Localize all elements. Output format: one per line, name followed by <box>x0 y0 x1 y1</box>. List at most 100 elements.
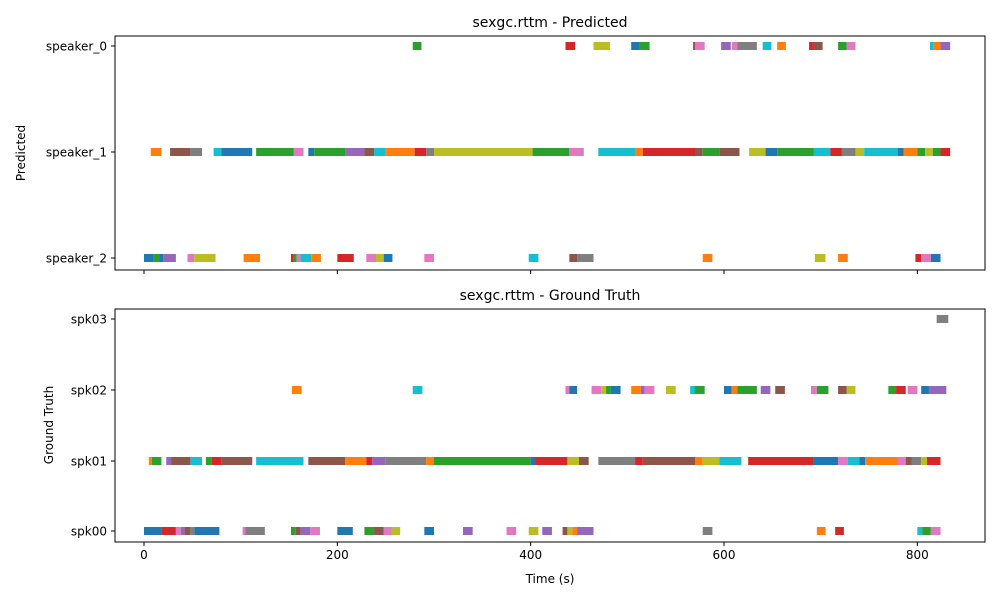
segment-speaker_2-67 <box>300 254 312 262</box>
segment-spk02-17 <box>737 386 757 394</box>
segment-spk00-94 <box>816 527 826 535</box>
segment-spk01-54 <box>719 457 742 465</box>
predicted-segments <box>144 42 951 262</box>
segment-speaker_2-73 <box>424 254 434 262</box>
segment-spk01-47 <box>567 457 579 465</box>
segment-speaker_0-4 <box>639 42 650 50</box>
segment-spk02-5 <box>591 386 602 394</box>
segment-speaker_1-22 <box>213 148 222 156</box>
segment-speaker_1-28 <box>345 148 365 156</box>
segment-spk01-40 <box>366 457 373 465</box>
segment-spk00-98 <box>930 527 941 535</box>
x-axis-label: Time (s) <box>525 572 575 586</box>
segment-speaker_2-61 <box>187 254 195 262</box>
segment-speaker_0-17 <box>933 42 941 50</box>
segment-speaker_2-59 <box>159 254 164 262</box>
segment-spk00-82 <box>383 527 392 535</box>
segment-spk00-69 <box>180 527 185 535</box>
segment-speaker_2-72 <box>383 254 393 262</box>
segment-speaker_1-44 <box>765 148 778 156</box>
segment-spk01-44 <box>434 457 531 465</box>
segment-speaker_0-5 <box>693 42 695 50</box>
y-tick-label-spk00: spk00 <box>71 525 107 539</box>
segment-spk01-60 <box>865 457 898 465</box>
segment-spk02-15 <box>724 386 732 394</box>
segment-spk02-12 <box>666 386 676 394</box>
segment-speaker_1-45 <box>777 148 814 156</box>
segment-spk02-22 <box>838 386 847 394</box>
segment-speaker_1-29 <box>364 148 375 156</box>
x-tick-label-0: 0 <box>140 548 148 562</box>
segment-spk02-21 <box>816 386 829 394</box>
predicted-y-axis-label: Predicted <box>14 125 28 181</box>
segment-speaker_1-25 <box>293 148 304 156</box>
ground-truth-plot: sexgc.rttm - Ground Truth Ground Truth s… <box>42 288 986 586</box>
segment-spk02-3 <box>565 386 570 394</box>
ground-truth-y-axis-label: Ground Truth <box>42 386 56 464</box>
segment-speaker_1-31 <box>385 148 415 156</box>
segment-speaker_1-27 <box>314 148 346 156</box>
segment-speaker_1-47 <box>830 148 842 156</box>
ground-truth-plot-title: sexgc.rttm - Ground Truth <box>460 288 641 304</box>
segment-speaker_1-36 <box>569 148 584 156</box>
x-tick-label-200: 200 <box>326 548 349 562</box>
segment-speaker_2-69 <box>337 254 354 262</box>
segment-speaker_2-80 <box>915 254 922 262</box>
x-tick-label-400: 400 <box>519 548 542 562</box>
segment-spk02-9 <box>631 386 641 394</box>
segment-spk01-31 <box>166 457 172 465</box>
y-tick-label-speaker_0: speaker_0 <box>46 40 107 54</box>
segment-speaker_1-49 <box>855 148 865 156</box>
segment-spk00-72 <box>194 527 220 535</box>
segment-spk02-10 <box>640 386 645 394</box>
segment-spk01-41 <box>372 457 386 465</box>
segment-speaker_1-23 <box>221 148 253 156</box>
segment-speaker_0-9 <box>737 42 757 50</box>
segment-speaker_2-57 <box>144 254 154 262</box>
y-tick-label-speaker_1: speaker_1 <box>46 146 107 160</box>
segment-spk00-83 <box>391 527 401 535</box>
segment-spk00-75 <box>290 527 296 535</box>
segment-spk03-0 <box>936 315 949 323</box>
segment-spk01-58 <box>847 457 860 465</box>
segment-spk01-32 <box>171 457 191 465</box>
segment-speaker_2-60 <box>163 254 176 262</box>
segment-speaker_1-33 <box>426 148 434 156</box>
segment-speaker_0-10 <box>762 42 772 50</box>
segment-spk01-36 <box>221 457 253 465</box>
segment-speaker_1-37 <box>598 148 636 156</box>
predicted-x-ticks <box>143 270 918 274</box>
segment-spk00-77 <box>300 527 311 535</box>
segment-spk00-85 <box>463 527 473 535</box>
segment-spk01-65 <box>927 457 941 465</box>
segment-speaker_2-75 <box>569 254 578 262</box>
segment-spk02-19 <box>775 386 785 394</box>
segment-spk02-16 <box>731 386 738 394</box>
segment-spk01-39 <box>345 457 367 465</box>
segment-speaker_0-13 <box>812 42 823 50</box>
ground-truth-y-ticks: spk00 spk01 spk02 spk03 <box>71 313 115 539</box>
predicted-plot-frame <box>114 35 986 271</box>
segment-spk01-38 <box>308 457 346 465</box>
x-tick-label-800: 800 <box>906 548 929 562</box>
predicted-y-ticks: speaker_2 speaker_1 speaker_0 <box>46 40 115 266</box>
segment-spk00-74 <box>245 527 265 535</box>
segment-speaker_0-14 <box>838 42 847 50</box>
segment-speaker_2-77 <box>702 254 713 262</box>
y-tick-label-spk02: spk02 <box>71 384 107 398</box>
segment-speaker_1-20 <box>170 148 191 156</box>
segment-spk02-26 <box>907 386 918 394</box>
segment-speaker_2-64 <box>290 254 294 262</box>
segment-spk00-71 <box>190 527 195 535</box>
y-tick-label-spk03: spk03 <box>71 313 107 327</box>
segment-spk00-88 <box>542 527 552 535</box>
segment-spk02-18 <box>760 386 771 394</box>
segment-speaker_0-0 <box>412 42 422 50</box>
segment-spk00-81 <box>374 527 384 535</box>
segment-speaker_1-21 <box>190 148 202 156</box>
segment-speaker_1-32 <box>414 148 427 156</box>
segment-spk01-62 <box>905 457 912 465</box>
segment-spk02-20 <box>811 386 817 394</box>
segment-spk02-13 <box>690 386 695 394</box>
